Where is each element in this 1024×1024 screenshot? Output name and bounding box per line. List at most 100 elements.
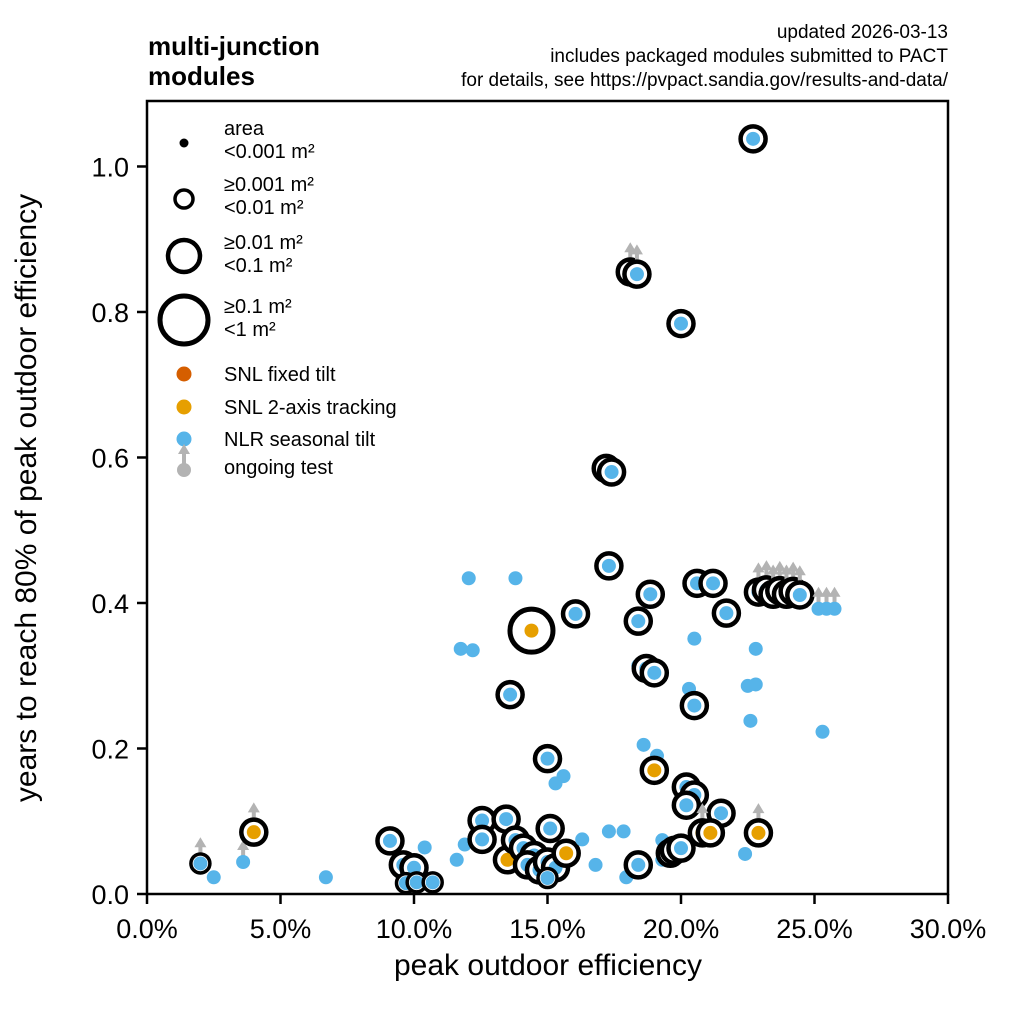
- point-dot: [601, 558, 616, 573]
- y-tick-label: 0.6: [91, 443, 129, 473]
- ongoing-dot-icon: [177, 463, 191, 477]
- updated-note: updated 2026-03-13: [777, 22, 948, 43]
- data-point: [532, 743, 563, 774]
- point-dot: [449, 852, 464, 867]
- ongoing-arrow-icon: [624, 242, 637, 264]
- point-dot: [588, 857, 603, 872]
- data-point: [815, 724, 830, 739]
- data-point: [743, 713, 758, 728]
- data-point: [827, 586, 842, 616]
- size-dot-icon: [179, 138, 189, 148]
- point-dot: [559, 846, 574, 861]
- point-dot: [236, 854, 251, 869]
- data-point: [635, 579, 666, 610]
- legend-color-label: SNL 2-axis tracking: [224, 397, 397, 419]
- data-point: [636, 737, 651, 752]
- ongoing-arrow-icon: [237, 839, 250, 861]
- point-dot: [503, 687, 518, 702]
- point-dot: [193, 856, 208, 871]
- point-dot: [746, 131, 761, 146]
- snl_2axis-dot-icon: [176, 399, 192, 415]
- point-dot: [647, 665, 662, 680]
- ongoing-arrow-icon: [773, 560, 786, 582]
- size-ring-icon: [157, 293, 211, 347]
- point-dot: [631, 857, 646, 872]
- point-dot: [748, 677, 763, 692]
- point-dot: [751, 825, 766, 840]
- includes-note: includes packaged modules submitted to P…: [550, 46, 948, 67]
- data-point: [417, 840, 432, 855]
- x-axis-label: peak outdoor efficiency: [394, 949, 702, 982]
- point-dot: [246, 825, 261, 840]
- point-dot: [417, 840, 432, 855]
- data-point: [449, 852, 464, 867]
- ongoing-arrow-icon: [630, 244, 643, 266]
- point-dot: [815, 724, 830, 739]
- legend: area<0.001 m²≥0.001 m²<0.01 m²≥0.01 m²<0…: [157, 118, 397, 479]
- data-point: [671, 790, 702, 820]
- data-point: [551, 838, 581, 869]
- data-point: [748, 641, 763, 656]
- point-dot: [475, 832, 490, 847]
- data-point: [616, 824, 631, 839]
- plot-frame: [145, 99, 950, 896]
- point-dot: [687, 631, 702, 646]
- point-dot: [465, 643, 480, 658]
- legend-color-item: SNL 2-axis tracking: [176, 397, 397, 419]
- axes: 0.0% 5.0% 10.0% 15.0% 20.0% 25.0% 30.0% 0.0 0.2 0…: [91, 99, 986, 944]
- legend-size-label-line1: area: [224, 118, 265, 140]
- data-point: [711, 598, 742, 628]
- chart-title-line2: modules: [148, 61, 255, 91]
- legend-size-label-line2: <0.001 m²: [224, 141, 315, 163]
- data-point: [743, 803, 774, 848]
- point-dot: [453, 641, 468, 656]
- data-point: [623, 850, 654, 880]
- ongoing-arrow-icon: [247, 802, 260, 824]
- legend-size-item: ≥0.001 m²<0.01 m²: [173, 174, 314, 219]
- legend-size-item: ≥0.1 m²<1 m²: [157, 293, 292, 347]
- point-dot: [500, 852, 515, 867]
- ongoing-arrow-icon: [787, 561, 800, 583]
- ongoing-arrow-icon: [760, 560, 773, 582]
- legend-color-item: NLR seasonal tilt: [176, 429, 376, 451]
- ongoing-arrow-icon: [194, 837, 207, 859]
- x-tick-label: 15.0%: [509, 914, 586, 944]
- y-axis-label: years to reach 80% of peak outdoor effic…: [10, 194, 43, 802]
- legend-size-label-line2: <0.01 m²: [224, 197, 304, 219]
- point-dot: [792, 587, 807, 602]
- data-point: [601, 824, 616, 839]
- point-dot: [601, 824, 616, 839]
- point-dot: [382, 833, 397, 848]
- data-point: [639, 755, 670, 786]
- data-point: [508, 571, 523, 586]
- ongoing-arrow-icon: [820, 586, 833, 608]
- point-dot: [647, 763, 662, 778]
- legend-size-label-line1: ≥0.01 m²: [224, 232, 303, 254]
- y-tick-label: 0.8: [91, 298, 129, 328]
- point-dot: [543, 821, 558, 836]
- legend-size-item: ≥0.01 m²<0.1 m²: [165, 232, 303, 277]
- point-dot: [743, 713, 758, 728]
- point-dot: [714, 806, 729, 821]
- point-dot: [475, 813, 490, 828]
- data-point: [206, 870, 221, 885]
- legend-size-label-line2: <1 m²: [224, 319, 276, 341]
- data-point: [679, 690, 710, 721]
- point-dot: [636, 737, 651, 752]
- y-tick-label: 0.0: [91, 880, 129, 910]
- point-dot: [738, 846, 753, 861]
- data-point: [748, 677, 763, 692]
- legend-color-item: SNL fixed tilt: [176, 364, 336, 386]
- data-point: [622, 244, 652, 289]
- point-dot: [409, 875, 424, 890]
- point-dot: [616, 824, 631, 839]
- point-dot: [631, 614, 646, 629]
- data-point: [239, 802, 269, 847]
- point-dot: [748, 641, 763, 656]
- point-dot: [568, 606, 583, 621]
- point-dot: [508, 571, 523, 586]
- data-point: [687, 631, 702, 646]
- ongoing-arrow-icon: [752, 803, 765, 825]
- data-point: [318, 870, 333, 885]
